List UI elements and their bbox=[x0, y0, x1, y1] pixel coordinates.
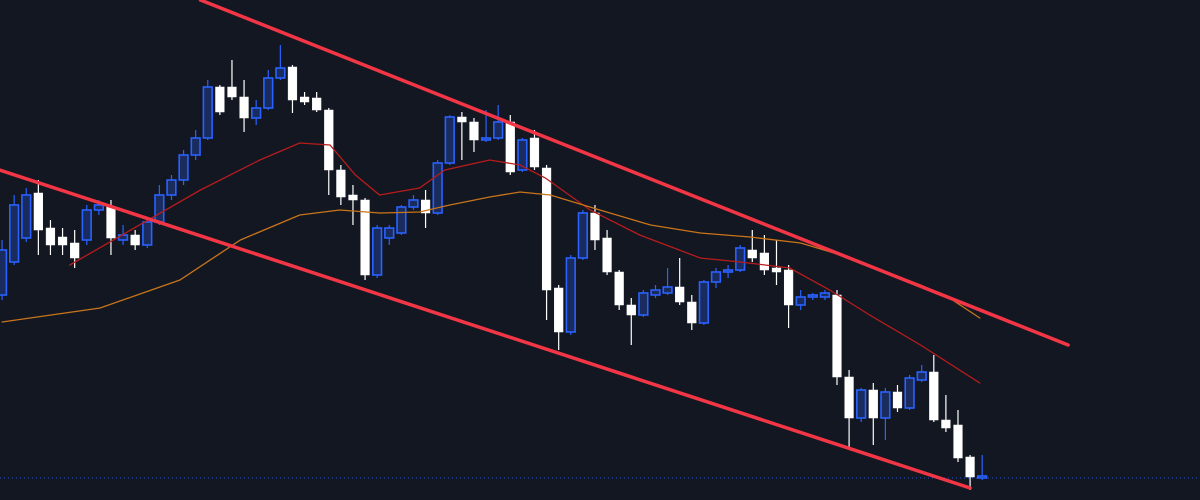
candle-body bbox=[457, 116, 467, 123]
candle-body bbox=[916, 371, 927, 381]
candle-body bbox=[432, 162, 443, 214]
candle-body bbox=[880, 391, 891, 419]
candle-body bbox=[517, 139, 528, 171]
candle-body bbox=[360, 199, 370, 276]
candle-body bbox=[832, 294, 842, 378]
candle-body bbox=[687, 301, 697, 324]
candle-body bbox=[263, 77, 274, 109]
candle-body bbox=[166, 179, 177, 196]
candle-body bbox=[45, 227, 56, 246]
candle-body bbox=[783, 269, 794, 306]
candle-body bbox=[190, 137, 201, 156]
candle-body bbox=[408, 199, 419, 208]
candle-body bbox=[554, 287, 564, 333]
candle-body bbox=[420, 199, 431, 214]
candle-body bbox=[299, 96, 310, 103]
candle-body bbox=[275, 67, 286, 79]
candle-body bbox=[638, 292, 649, 316]
candle-body bbox=[941, 419, 951, 429]
candle-body bbox=[965, 456, 975, 478]
candle-body bbox=[529, 137, 540, 168]
candle-body bbox=[698, 281, 710, 324]
candle-body bbox=[856, 389, 867, 419]
candle-body bbox=[81, 209, 92, 241]
candle-body bbox=[904, 377, 915, 409]
candle-body bbox=[178, 154, 189, 181]
candle-body bbox=[614, 271, 624, 306]
candle-body bbox=[759, 252, 769, 271]
candle-body bbox=[892, 391, 903, 409]
candle-body bbox=[130, 234, 140, 246]
candle-body bbox=[541, 167, 552, 291]
candle-body bbox=[722, 269, 734, 273]
candle-body bbox=[480, 137, 492, 141]
candle-body bbox=[215, 86, 225, 113]
candle-body bbox=[312, 97, 322, 111]
candle-body bbox=[868, 389, 878, 419]
candle-body bbox=[844, 376, 854, 419]
candle-body bbox=[324, 109, 334, 171]
candle-body bbox=[771, 267, 782, 273]
candle-body bbox=[348, 194, 358, 201]
candle-body bbox=[626, 304, 636, 316]
candle-body bbox=[0, 249, 8, 296]
line bbox=[0, 168, 972, 490]
candle-body bbox=[444, 116, 455, 164]
candle-body bbox=[239, 96, 249, 119]
candle-body bbox=[977, 475, 988, 479]
candle-body bbox=[33, 192, 43, 231]
candle-body bbox=[493, 121, 504, 139]
candle-body bbox=[602, 237, 612, 273]
candle-body bbox=[142, 221, 153, 246]
candle-body bbox=[57, 236, 68, 246]
candle-body bbox=[735, 247, 746, 271]
candle-body bbox=[154, 194, 165, 223]
candle-body bbox=[202, 86, 213, 139]
line bbox=[198, 0, 1070, 347]
candle-body bbox=[565, 257, 576, 333]
candle-body bbox=[93, 204, 105, 211]
candle-body bbox=[287, 66, 298, 101]
candle-body bbox=[819, 292, 831, 298]
candle-body bbox=[372, 227, 383, 276]
candle-body bbox=[650, 289, 661, 296]
candle-body bbox=[675, 286, 685, 303]
line bbox=[69, 142, 981, 384]
candle-body bbox=[953, 424, 963, 459]
candle-body bbox=[106, 206, 116, 239]
candle-body bbox=[384, 227, 395, 239]
candle-body bbox=[929, 371, 939, 421]
candle-body bbox=[590, 212, 600, 241]
candle-body bbox=[336, 169, 346, 198]
candle-body bbox=[795, 296, 806, 306]
candle-body bbox=[21, 194, 32, 239]
candle-body bbox=[747, 249, 757, 259]
candle-body bbox=[577, 212, 589, 259]
candle-body bbox=[227, 86, 237, 98]
candle-body bbox=[9, 204, 20, 263]
candle-body bbox=[396, 206, 407, 234]
candle-body bbox=[710, 271, 722, 283]
candle-body bbox=[807, 294, 818, 298]
candle-body bbox=[70, 242, 80, 259]
candle-body bbox=[662, 286, 673, 294]
candle-body bbox=[251, 107, 262, 119]
candle-body bbox=[469, 121, 479, 141]
